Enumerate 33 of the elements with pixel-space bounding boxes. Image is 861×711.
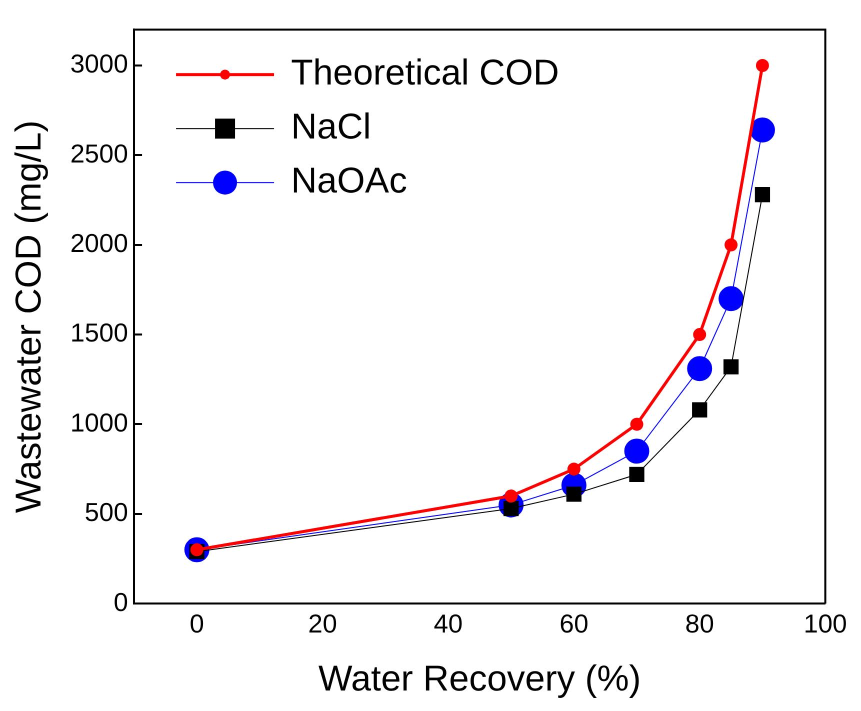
point <box>630 418 644 431</box>
y-tick-label: 500 <box>84 497 128 528</box>
point <box>693 328 706 342</box>
point <box>692 402 708 418</box>
point <box>718 286 744 312</box>
y-axis-title: Wastewater COD (mg/L) <box>8 120 49 513</box>
legend-label: NaCl <box>291 106 372 147</box>
x-tick-label: 0 <box>190 608 204 638</box>
point <box>567 462 580 476</box>
point <box>629 466 644 482</box>
x-tick-label: 100 <box>804 608 848 638</box>
point <box>724 238 738 252</box>
legend-label: Theoretical COD <box>291 52 560 93</box>
point <box>723 359 739 374</box>
y-tick-label: 2000 <box>70 228 128 258</box>
point <box>624 438 650 464</box>
point <box>750 118 775 143</box>
x-tick-label: 20 <box>308 608 338 638</box>
x-axis-title: Water Recovery (%) <box>318 657 642 698</box>
point <box>504 489 518 502</box>
point <box>566 486 582 502</box>
legend-label: NaOAc <box>291 160 408 201</box>
y-tick-label: 2500 <box>70 138 128 168</box>
y-tick-label: 1000 <box>70 407 128 438</box>
x-tick-label: 60 <box>559 608 588 638</box>
point <box>756 58 769 72</box>
y-tick-label: 0 <box>114 586 128 617</box>
y-tick-label: 3000 <box>70 48 128 79</box>
point <box>754 187 770 202</box>
x-tick-label: 40 <box>434 608 463 638</box>
y-tick-label: 1500 <box>70 318 128 348</box>
x-tick-label: 80 <box>685 608 714 638</box>
point <box>687 356 712 382</box>
